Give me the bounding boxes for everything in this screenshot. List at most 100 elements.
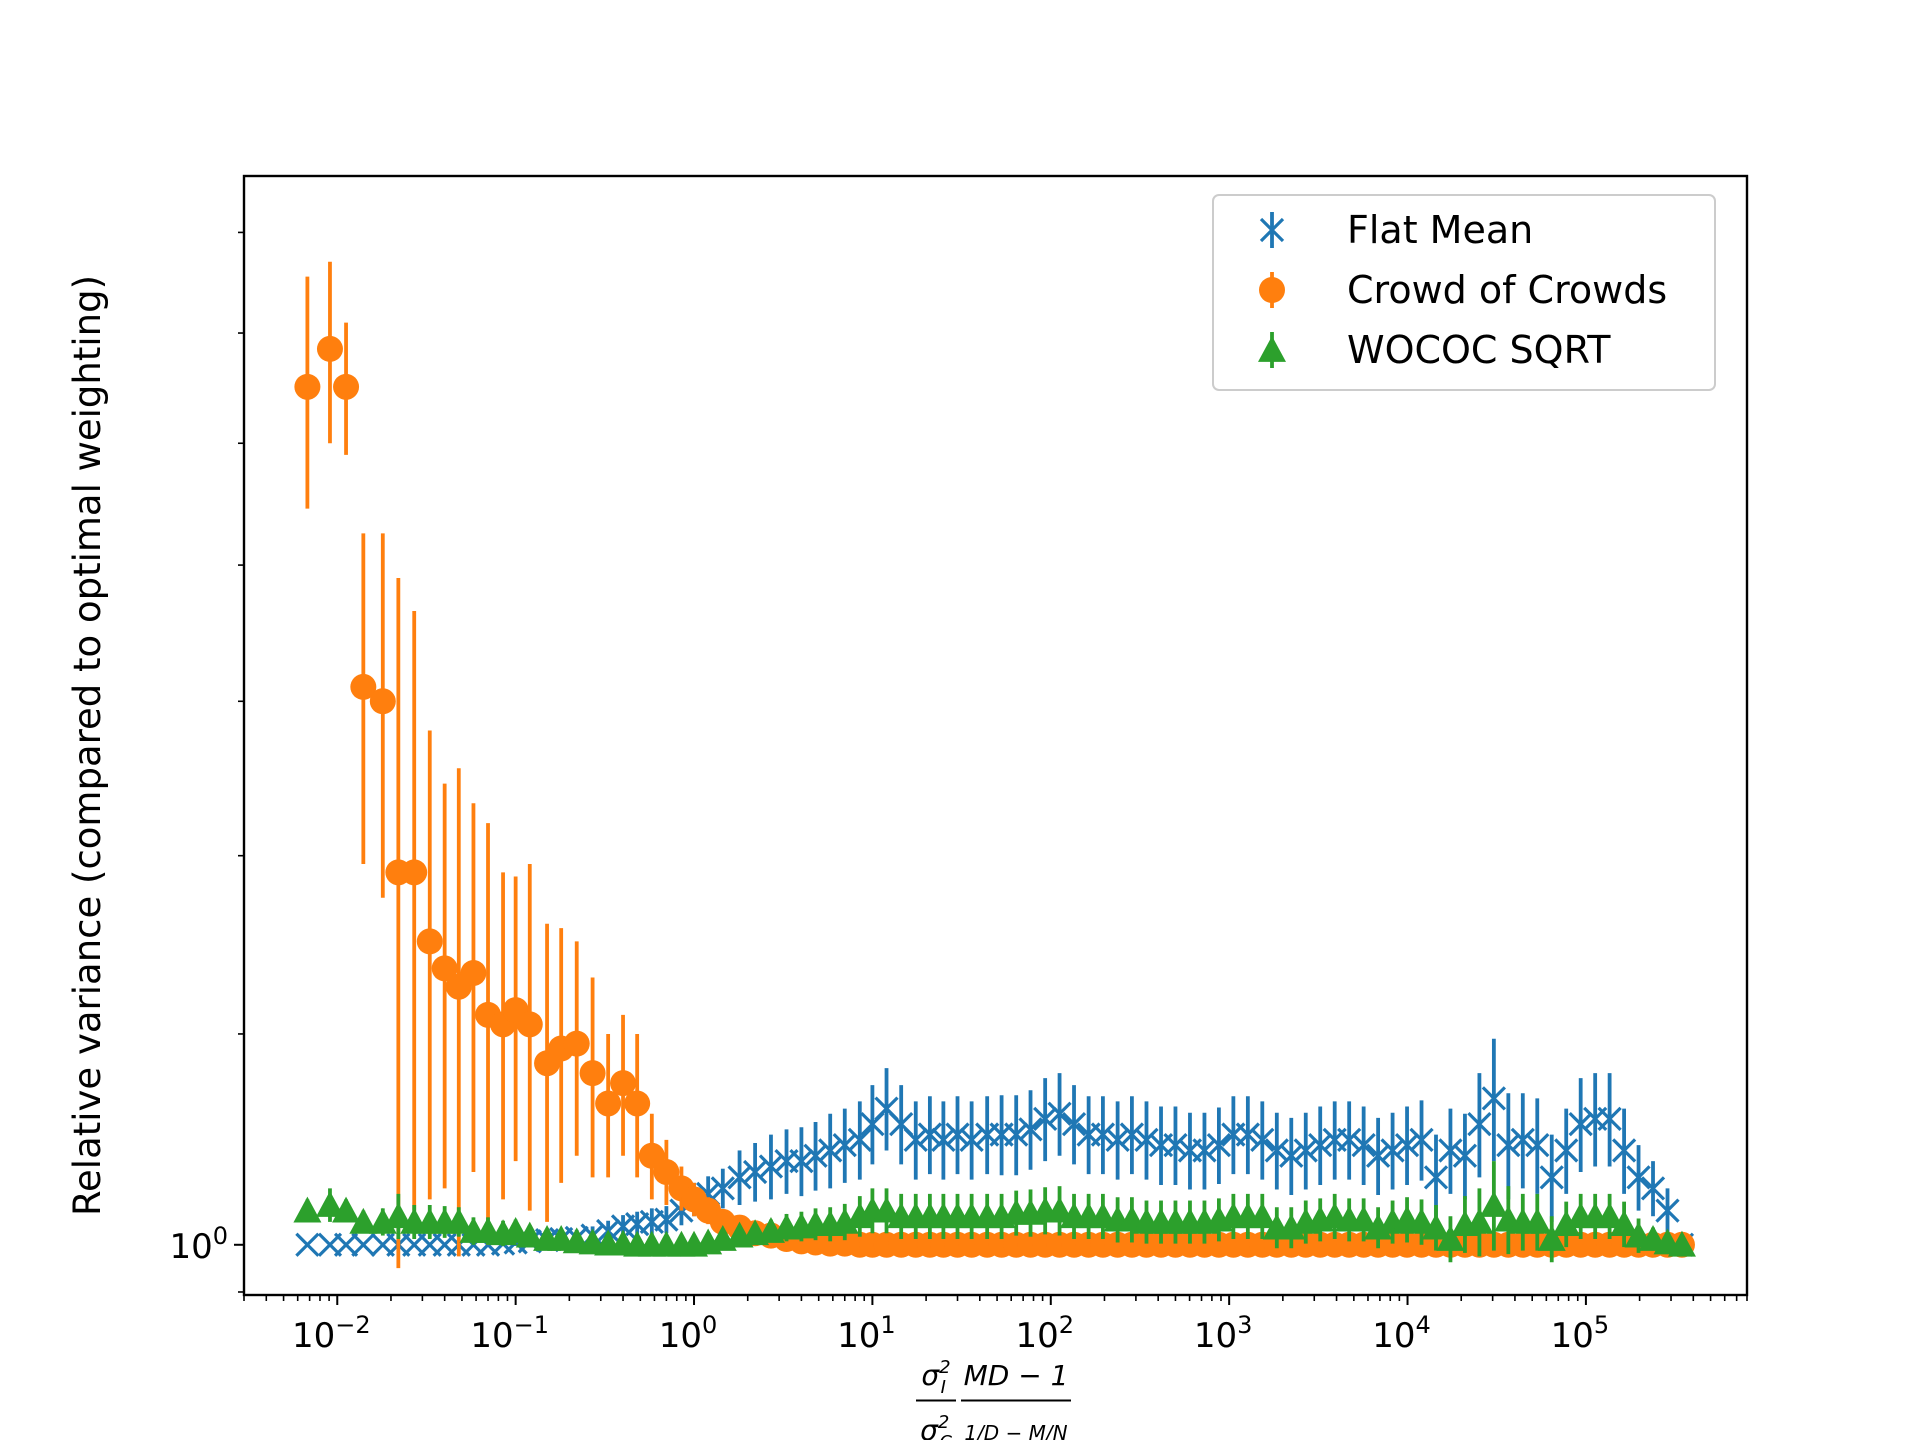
data-point: [1655, 1198, 1680, 1223]
data-point: [653, 1158, 680, 1185]
data-point: [624, 1090, 651, 1117]
data-point: [1539, 1165, 1564, 1190]
plot-area: [293, 261, 1696, 1269]
y-axis-label: Relative variance (compared to optimal w…: [66, 275, 109, 1216]
data-point: [295, 1232, 320, 1257]
fraction-term: σ2C: [920, 1412, 952, 1440]
data-point: [1365, 1143, 1391, 1168]
data-point: [1597, 1106, 1622, 1132]
data-point: [1394, 1132, 1420, 1158]
data-point: [1134, 1127, 1159, 1152]
data-point: [1004, 1122, 1029, 1147]
data-point: [332, 1196, 361, 1223]
data-point: [1595, 1202, 1624, 1229]
data-point: [1537, 1225, 1566, 1251]
legend-marker: [1259, 217, 1285, 243]
data-point: [1436, 1225, 1465, 1251]
data-point: [1496, 1132, 1521, 1158]
data-point: [832, 1132, 857, 1158]
data-point: [384, 1202, 413, 1229]
data-point: [1308, 1132, 1333, 1158]
data-point: [1525, 1132, 1550, 1158]
data-point: [460, 959, 487, 986]
data-point: [444, 1207, 473, 1234]
data-point: [1235, 1122, 1260, 1147]
data-point: [349, 1207, 378, 1234]
data-point: [315, 1190, 344, 1217]
data-point: [1452, 1143, 1478, 1168]
data-point: [758, 1154, 784, 1179]
data-point: [1467, 1111, 1492, 1137]
data-point: [654, 1207, 679, 1232]
data-point: [1293, 1138, 1318, 1163]
data-point: [1510, 1127, 1535, 1152]
data-point: [1640, 1176, 1666, 1201]
data-point: [1626, 1165, 1651, 1190]
legend-marker: [1259, 277, 1285, 303]
data-point: [316, 335, 343, 362]
data-point: [369, 688, 396, 715]
data-point: [742, 1159, 768, 1185]
data-point: [1423, 1165, 1449, 1190]
data-point: [1351, 1132, 1376, 1158]
data-point: [1047, 1101, 1072, 1126]
x-tick-label: 10−1: [470, 1311, 549, 1356]
data-point: [333, 373, 360, 400]
x-label-variance-ratio: σ2I σ2C: [916, 1357, 956, 1440]
fraction-term: σ2 I: [921, 1357, 950, 1398]
axes-frame: [242, 174, 1749, 1297]
data-point: [1264, 1138, 1289, 1163]
data-point: [1554, 1138, 1579, 1163]
legend-label: Flat Mean: [1347, 208, 1533, 252]
data-point: [1481, 1086, 1507, 1111]
x-tick-label: 101: [837, 1311, 896, 1356]
data-point: [1018, 1117, 1043, 1142]
data-point: [847, 1127, 872, 1152]
data-point: [1611, 1138, 1637, 1163]
data-point: [1279, 1143, 1304, 1168]
fraction-term: 1/D − M/N: [964, 1421, 1067, 1440]
legend-box: [1212, 194, 1716, 391]
x-tick-label: 104: [1372, 1311, 1431, 1356]
x-tick-label: 102: [1016, 1311, 1075, 1356]
data-point: [727, 1165, 752, 1190]
legend-label: Crowd of Crowds: [1347, 268, 1667, 312]
data-point: [710, 1176, 735, 1201]
data-point: [579, 1060, 606, 1087]
data-point: [1568, 1111, 1593, 1137]
data-point: [1610, 1210, 1639, 1237]
data-point: [1409, 1127, 1434, 1152]
data-point: [563, 1030, 590, 1057]
series-wococ-sqrt: [293, 1161, 1696, 1263]
y-tick-label: 100: [169, 1222, 228, 1267]
data-point: [803, 1143, 828, 1168]
data-point: [959, 1127, 984, 1152]
data-point: [1090, 1122, 1116, 1147]
data-point: [1479, 1190, 1508, 1217]
data-point: [351, 1232, 376, 1257]
data-point: [1192, 1138, 1217, 1163]
x-label-size-ratio: MD − 1 1/D − M/N: [961, 1359, 1071, 1440]
x-tick-label: 100: [659, 1311, 718, 1356]
x-axis-label: σ2I σ2C MD − 1 1/D − M/N: [916, 1357, 1071, 1440]
data-point: [1407, 1207, 1436, 1234]
data-point: [1105, 1127, 1130, 1152]
data-point: [1552, 1210, 1581, 1237]
data-point: [294, 373, 321, 400]
data-point: [1337, 1127, 1362, 1152]
data-point: [401, 859, 428, 886]
data-point: [1465, 1207, 1494, 1234]
data-point: [945, 1122, 970, 1147]
data-point: [1119, 1122, 1145, 1147]
data-point: [431, 955, 458, 982]
data-point: [818, 1138, 843, 1163]
data-point: [789, 1149, 814, 1174]
data-point: [1045, 1196, 1074, 1223]
x-tick-label: 103: [1194, 1311, 1253, 1356]
data-point: [1248, 1202, 1277, 1229]
x-tick-label: 105: [1551, 1311, 1610, 1356]
data-point: [515, 1221, 544, 1248]
data-point: [903, 1127, 928, 1152]
legend: Flat Mean Crowd of Crowds WOCOC SQRT: [1212, 194, 1716, 391]
